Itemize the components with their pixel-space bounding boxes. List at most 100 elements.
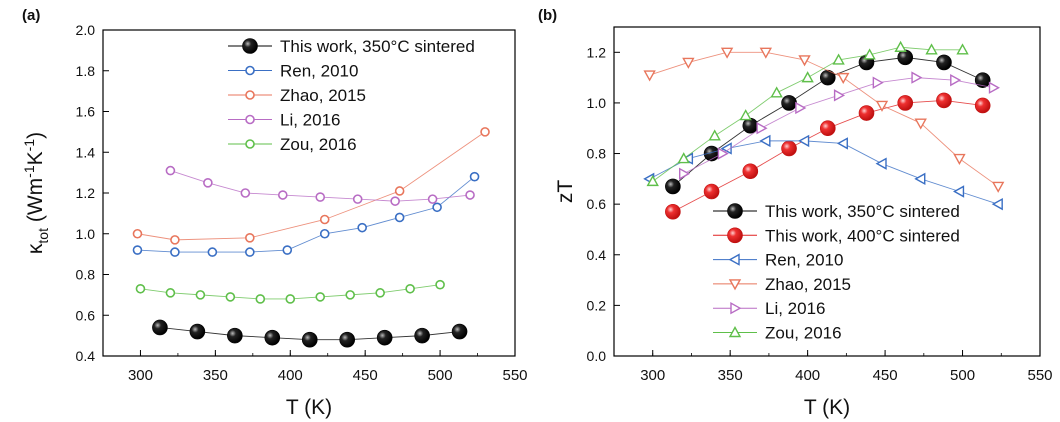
y-tick-label: 0.0 [587, 348, 607, 364]
y-label-part: κ [24, 243, 47, 254]
legend-label: Li, 2016 [280, 111, 341, 130]
series-li-2016 [165, 165, 475, 206]
legend-item: Zhao, 2015 [228, 86, 366, 105]
data-point [301, 331, 318, 348]
data-point [911, 71, 923, 84]
legend-item: This work, 400°C sintered [713, 226, 960, 245]
legend-item: Li, 2016 [713, 299, 826, 318]
y-tick-label: 0.4 [76, 348, 96, 364]
plot-frame [613, 26, 1041, 357]
data-point [315, 292, 326, 302]
y-label-part: tot [35, 228, 51, 244]
data-point [480, 127, 490, 137]
data-point [319, 228, 330, 239]
data-point [759, 134, 771, 148]
chart-panel-b: (b) 300 350 400 450 500 550 0.0 0.2 0.4 0.6 0.8 1.0 1… [538, 7, 1053, 419]
data-point [770, 86, 783, 98]
data-point [255, 294, 266, 304]
x-tick-label: 450 [353, 367, 378, 384]
y-tick-label: 0.4 [587, 247, 607, 263]
data-point [708, 129, 721, 141]
legend-item: Zou, 2016 [713, 324, 842, 343]
data-point [207, 247, 218, 257]
legend-label: Zou, 2016 [280, 135, 357, 154]
series-line [137, 131, 486, 241]
data-point [315, 192, 326, 202]
y-tick-label: 1.0 [76, 226, 96, 242]
y-tick-label: 1.2 [587, 44, 607, 60]
series-line [137, 176, 475, 253]
data-point [742, 163, 759, 180]
data-point [390, 196, 400, 206]
data-point [225, 292, 236, 302]
y-tick-label: 0.2 [587, 297, 607, 313]
legend-marker [727, 203, 743, 219]
data-point [801, 71, 814, 83]
data-point [819, 69, 836, 86]
series-this-work-350-c-sintered [152, 319, 468, 348]
x-axis: 300 350 400 450 500 550 [102, 350, 528, 384]
data-point [394, 186, 405, 196]
y-tick-label: 1.2 [76, 185, 96, 201]
legend-marker [245, 90, 255, 100]
y-tick-label: 1.8 [76, 63, 96, 79]
data-point [189, 323, 206, 340]
legend-label: Li, 2016 [765, 299, 826, 318]
legend-item: Zou, 2016 [228, 135, 357, 154]
series-zou-2016 [135, 279, 445, 304]
data-point [195, 290, 206, 300]
data-point [974, 72, 991, 88]
data-point [319, 214, 330, 225]
data-point [135, 283, 146, 294]
series-zou-2016 [646, 40, 969, 187]
data-point [339, 331, 356, 348]
y-label-part: ) [24, 132, 47, 139]
data-point [679, 167, 691, 180]
data-point [863, 48, 876, 60]
data-point [717, 147, 729, 160]
y-tick-label: 0.8 [587, 146, 607, 162]
data-point [739, 109, 752, 121]
y-tick-label: 1.4 [76, 144, 96, 160]
legend-item: Li, 2016 [228, 111, 341, 130]
data-point [643, 70, 656, 82]
series-line [652, 46, 963, 182]
data-point [897, 95, 914, 111]
y-label-part: (Wm [24, 178, 47, 228]
legend-item: Zhao, 2015 [713, 275, 851, 294]
data-point [227, 327, 243, 344]
x-tick-label: 400 [278, 367, 303, 384]
data-point [170, 235, 180, 245]
x-tick-label: 350 [718, 367, 743, 384]
data-point [152, 319, 168, 336]
data-point [988, 81, 1000, 94]
data-point [282, 245, 293, 255]
legend-marker [728, 253, 740, 266]
data-point [819, 120, 836, 137]
legend-label: This work, 350°C sintered [280, 37, 475, 56]
legend-marker [728, 326, 742, 338]
data-point [285, 294, 296, 304]
data-point [165, 165, 176, 176]
y-label-part: -1 [21, 165, 37, 178]
legend-marker [245, 65, 255, 76]
data-point [950, 73, 962, 87]
data-point [682, 57, 695, 69]
panel-label: (a) [22, 7, 40, 24]
data-point [427, 194, 438, 204]
x-tick-label: 400 [795, 367, 820, 384]
legend-label: Zhao, 2015 [765, 275, 851, 294]
data-point [277, 190, 288, 200]
data-point [894, 40, 907, 52]
data-point [914, 118, 927, 130]
data-point [357, 222, 367, 233]
data-point [665, 203, 681, 220]
data-point [240, 188, 251, 198]
data-point [759, 47, 773, 59]
x-tick-label: 550 [1027, 367, 1052, 384]
data-point [991, 181, 1005, 193]
legend-label: Zou, 2016 [765, 324, 842, 343]
data-point [925, 43, 938, 55]
series-line [649, 140, 999, 205]
x-tick-label: 300 [640, 367, 665, 384]
